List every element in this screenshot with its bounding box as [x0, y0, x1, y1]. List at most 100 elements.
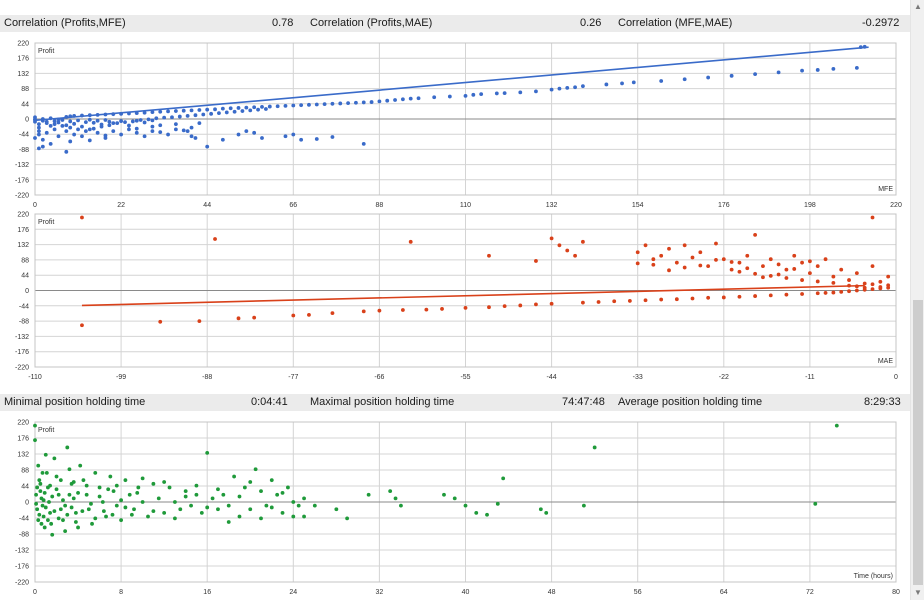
data-point [103, 118, 108, 122]
data-point [111, 489, 116, 493]
data-point [854, 65, 859, 70]
data-point [81, 478, 86, 483]
scroll-thumb[interactable] [913, 300, 923, 585]
data-point [737, 269, 742, 274]
data-point [101, 509, 106, 513]
data-point [674, 260, 679, 265]
data-point [95, 130, 100, 135]
x-tick-label: 40 [462, 589, 470, 596]
data-point [146, 514, 150, 519]
data-point [815, 291, 820, 296]
data-point [123, 120, 127, 125]
data-point [280, 511, 285, 515]
data-point [815, 279, 820, 284]
data-point [60, 124, 65, 128]
data-point [291, 500, 296, 504]
data-point [150, 129, 155, 133]
data-point [158, 130, 163, 135]
data-point [183, 489, 188, 493]
data-point [269, 505, 274, 510]
data-point [83, 120, 88, 125]
data-point [154, 116, 159, 121]
data-point [334, 507, 339, 512]
data-point [240, 109, 245, 113]
y-tick-label: 176 [17, 227, 29, 234]
data-point [194, 492, 199, 497]
y-tick-label: 44 [21, 273, 29, 280]
data-point [151, 509, 156, 513]
data-point [776, 70, 781, 75]
data-point [127, 492, 132, 497]
vertical-scrollbar[interactable]: ▲ ▼ [910, 0, 924, 600]
data-point [592, 445, 597, 450]
data-point [737, 294, 742, 299]
y-axis-label: Profit [38, 219, 54, 226]
data-point [224, 110, 229, 115]
data-point [210, 496, 215, 501]
data-point [221, 492, 226, 497]
y-tick-label: -176 [15, 177, 29, 184]
data-point [314, 137, 319, 141]
data-point [134, 126, 139, 131]
data-point [56, 134, 61, 139]
y-tick-label: -220 [15, 365, 29, 372]
data-point [643, 243, 648, 248]
data-point [878, 285, 883, 289]
data-point [729, 260, 734, 264]
data-point [132, 507, 136, 512]
data-point [346, 101, 350, 106]
data-point [236, 132, 241, 137]
x-tick-label: 24 [289, 589, 297, 596]
data-point [107, 119, 112, 124]
scroll-up-arrow-icon[interactable]: ▲ [914, 2, 922, 11]
data-point [68, 119, 73, 124]
y-tick-label: 88 [21, 257, 29, 264]
data-point [674, 297, 679, 302]
y-tick-label: -88 [19, 532, 29, 539]
stat-value: -0.2972 [862, 17, 900, 29]
data-point [193, 136, 198, 140]
data-point [870, 215, 875, 220]
data-point [44, 119, 49, 124]
data-point [581, 300, 585, 305]
data-point [442, 492, 446, 497]
data-point [220, 137, 225, 142]
data-point [193, 113, 198, 118]
data-point [831, 274, 836, 279]
data-point [471, 92, 476, 97]
data-points [33, 44, 867, 154]
data-point [729, 73, 734, 78]
data-point [808, 271, 812, 276]
data-point [73, 511, 78, 515]
scroll-down-arrow-icon[interactable]: ▼ [914, 588, 922, 597]
data-point [63, 503, 68, 508]
data-point [201, 112, 206, 117]
x-tick-label: 48 [548, 589, 556, 596]
data-point [581, 503, 586, 508]
stat-label: Average position holding time [618, 396, 763, 408]
data-point [792, 253, 797, 258]
data-point [158, 109, 163, 114]
data-point [667, 246, 671, 251]
data-point [761, 264, 765, 269]
data-point [307, 102, 311, 107]
data-point [71, 496, 76, 501]
data-point [49, 521, 54, 526]
data-point [463, 93, 468, 98]
data-point [36, 463, 41, 468]
data-point [67, 492, 72, 497]
trend-line [34, 46, 869, 122]
data-point [84, 492, 89, 497]
data-point [635, 261, 640, 266]
data-point [127, 127, 131, 132]
data-point [69, 505, 74, 510]
data-point [56, 492, 61, 497]
data-point [627, 299, 632, 303]
data-point [177, 114, 182, 119]
x-tick-label: 88 [376, 202, 384, 209]
data-point [38, 489, 43, 493]
data-point [487, 305, 491, 310]
data-point [205, 505, 210, 510]
data-point [61, 518, 65, 523]
y-tick-label: -132 [15, 334, 29, 341]
